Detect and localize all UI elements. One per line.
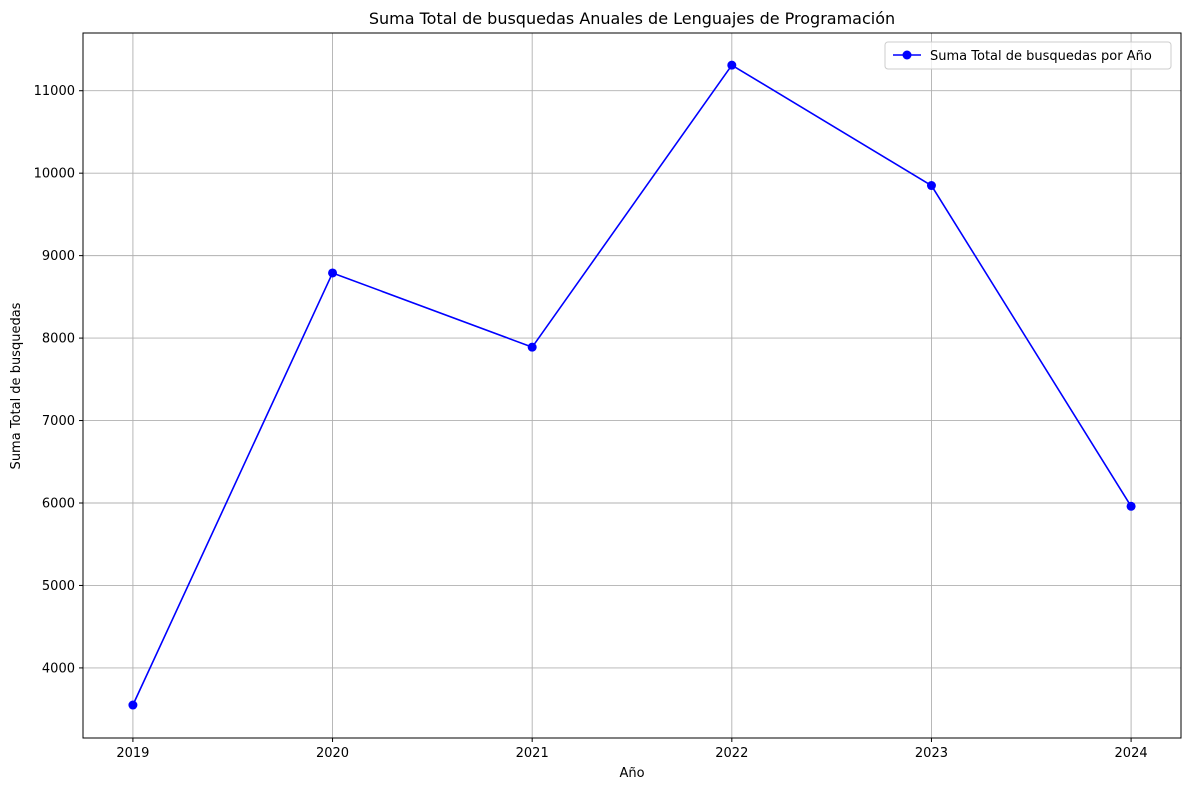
data-point-marker <box>727 60 737 70</box>
x-tick-label: 2024 <box>1115 746 1148 761</box>
x-tick-label: 2022 <box>715 746 748 761</box>
series-line <box>132 64 1132 706</box>
x-tick-label: 2021 <box>516 746 549 761</box>
y-axis-label: Suma Total de busquedas <box>9 302 24 469</box>
y-tick-label: 5000 <box>42 579 75 594</box>
x-tick-label: 2019 <box>116 746 149 761</box>
grid <box>83 33 1181 738</box>
data-point-marker <box>527 342 537 352</box>
data-point-marker <box>128 700 138 710</box>
y-tick-label: 4000 <box>42 661 75 676</box>
y-tick-label: 9000 <box>42 249 75 264</box>
y-tick-label: 8000 <box>42 332 75 347</box>
y-tick-label: 7000 <box>42 414 75 429</box>
chart-title: Suma Total de busquedas Anuales de Lengu… <box>369 9 895 28</box>
axis-ticks: 2019 2020 2021 2022 2023 2024 4000 5000 6000 7000… <box>34 84 1148 761</box>
legend-series-label: Suma Total de busquedas por Año <box>930 49 1152 64</box>
data-point-marker <box>1126 501 1136 511</box>
legend-series-marker <box>902 50 912 60</box>
series-layer <box>128 60 1136 710</box>
y-tick-label: 11000 <box>34 84 75 99</box>
x-axis-label: Año <box>619 766 644 781</box>
data-point-marker <box>926 181 936 191</box>
x-tick-label: 2020 <box>316 746 349 761</box>
x-tick-label: 2023 <box>915 746 948 761</box>
y-tick-label: 10000 <box>34 167 75 182</box>
legend: Suma Total de busquedas por Año <box>884 41 1172 70</box>
data-point-marker <box>328 268 338 278</box>
legend-box <box>884 41 1172 70</box>
y-tick-label: 6000 <box>42 497 75 512</box>
plot-area-frame <box>82 32 1182 739</box>
